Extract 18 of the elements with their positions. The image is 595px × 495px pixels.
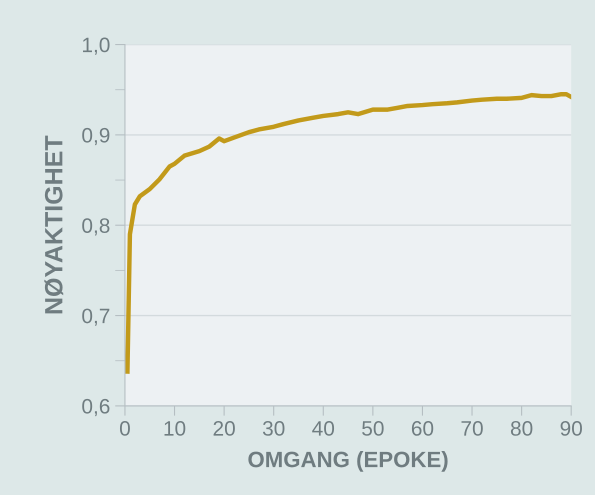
x-tick-label: 40 [312, 421, 334, 436]
y-tick-label: 0,6 [82, 398, 110, 416]
x-tick-label: 30 [262, 421, 284, 436]
x-tick-label: 80 [510, 421, 532, 436]
y-axis-title: NØYAKTIGHET [44, 136, 64, 314]
x-tick-label: 60 [412, 421, 434, 436]
x-axis-title: OMGANG (EPOKE) [248, 451, 448, 472]
y-tick-label: 0,9 [82, 128, 110, 146]
x-tick-label: 90 [560, 421, 582, 436]
y-tick-label: 0,7 [82, 308, 110, 326]
x-tick-label: 10 [164, 421, 186, 436]
x-tick-label: 70 [462, 421, 483, 436]
y-tick-label: 1,0 [82, 38, 110, 55]
x-tick-label: 50 [362, 421, 384, 436]
x-tick-label: 0 [120, 421, 130, 436]
y-tick-label: 0,8 [82, 218, 110, 236]
x-tick-label: 20 [214, 421, 235, 436]
line-series [125, 92, 572, 374]
